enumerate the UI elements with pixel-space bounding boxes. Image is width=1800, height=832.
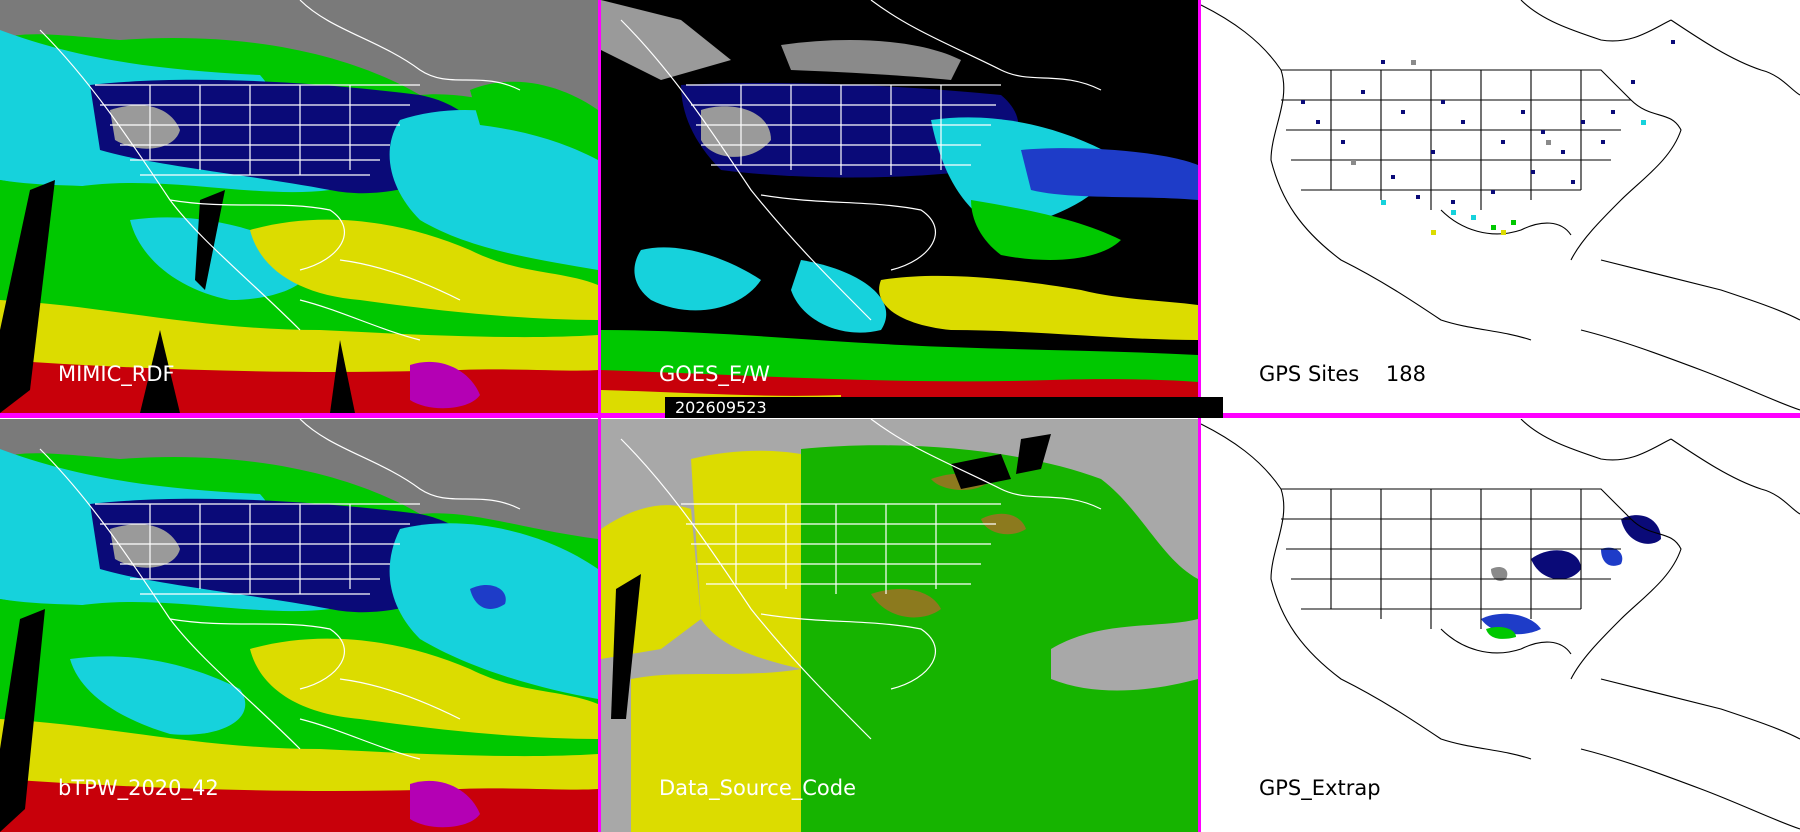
gps-sites-panel: GPS Sites 188 bbox=[1201, 0, 1800, 413]
goes-ew-panel: GOES_E/W bbox=[601, 0, 1198, 413]
gps-sites-title: GPS Sites bbox=[1259, 362, 1360, 386]
tpw-map-goes bbox=[601, 0, 1198, 413]
vertical-divider-left bbox=[598, 0, 601, 832]
gps-extrap-map bbox=[1201, 419, 1800, 830]
mimic-rdf-panel: MIMIC_RDF bbox=[0, 0, 598, 413]
data-source-panel: Data_Source_Code bbox=[601, 419, 1198, 832]
timestamp-bar: 202609523 bbox=[665, 397, 1223, 418]
data-source-map bbox=[601, 419, 1198, 832]
gps-sites-map bbox=[1201, 0, 1800, 411]
btpw-panel: bTPW_2020_42 bbox=[0, 419, 598, 832]
tpw-map-mimic bbox=[0, 0, 598, 413]
gps-site-markers-colored bbox=[1351, 60, 1646, 235]
gps-sites-count: 188 bbox=[1385, 362, 1426, 386]
panel-label-data-source: Data_Source_Code bbox=[659, 776, 857, 800]
tpw-map-btpw bbox=[0, 419, 598, 832]
panel-label-mimic-rdf: MIMIC_RDF bbox=[58, 362, 175, 386]
panel-label-gps-extrap: GPS_Extrap bbox=[1259, 776, 1381, 800]
gps-extrap-panel: GPS_Extrap bbox=[1201, 419, 1800, 832]
gps-site-markers bbox=[1301, 40, 1675, 204]
panel-label-gps-sites: GPS Sites 188 bbox=[1259, 362, 1426, 386]
panel-label-goes-ew: GOES_E/W bbox=[659, 362, 771, 386]
panel-label-btpw: bTPW_2020_42 bbox=[58, 776, 219, 800]
